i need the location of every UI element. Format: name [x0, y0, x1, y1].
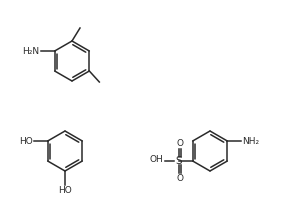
Text: H₂N: H₂N: [22, 46, 40, 56]
Text: S: S: [175, 156, 182, 166]
Text: HO: HO: [58, 186, 72, 195]
Text: HO: HO: [19, 136, 33, 145]
Text: OH: OH: [150, 155, 164, 164]
Text: O: O: [176, 174, 183, 183]
Text: NH₂: NH₂: [242, 136, 259, 145]
Text: O: O: [176, 139, 183, 148]
